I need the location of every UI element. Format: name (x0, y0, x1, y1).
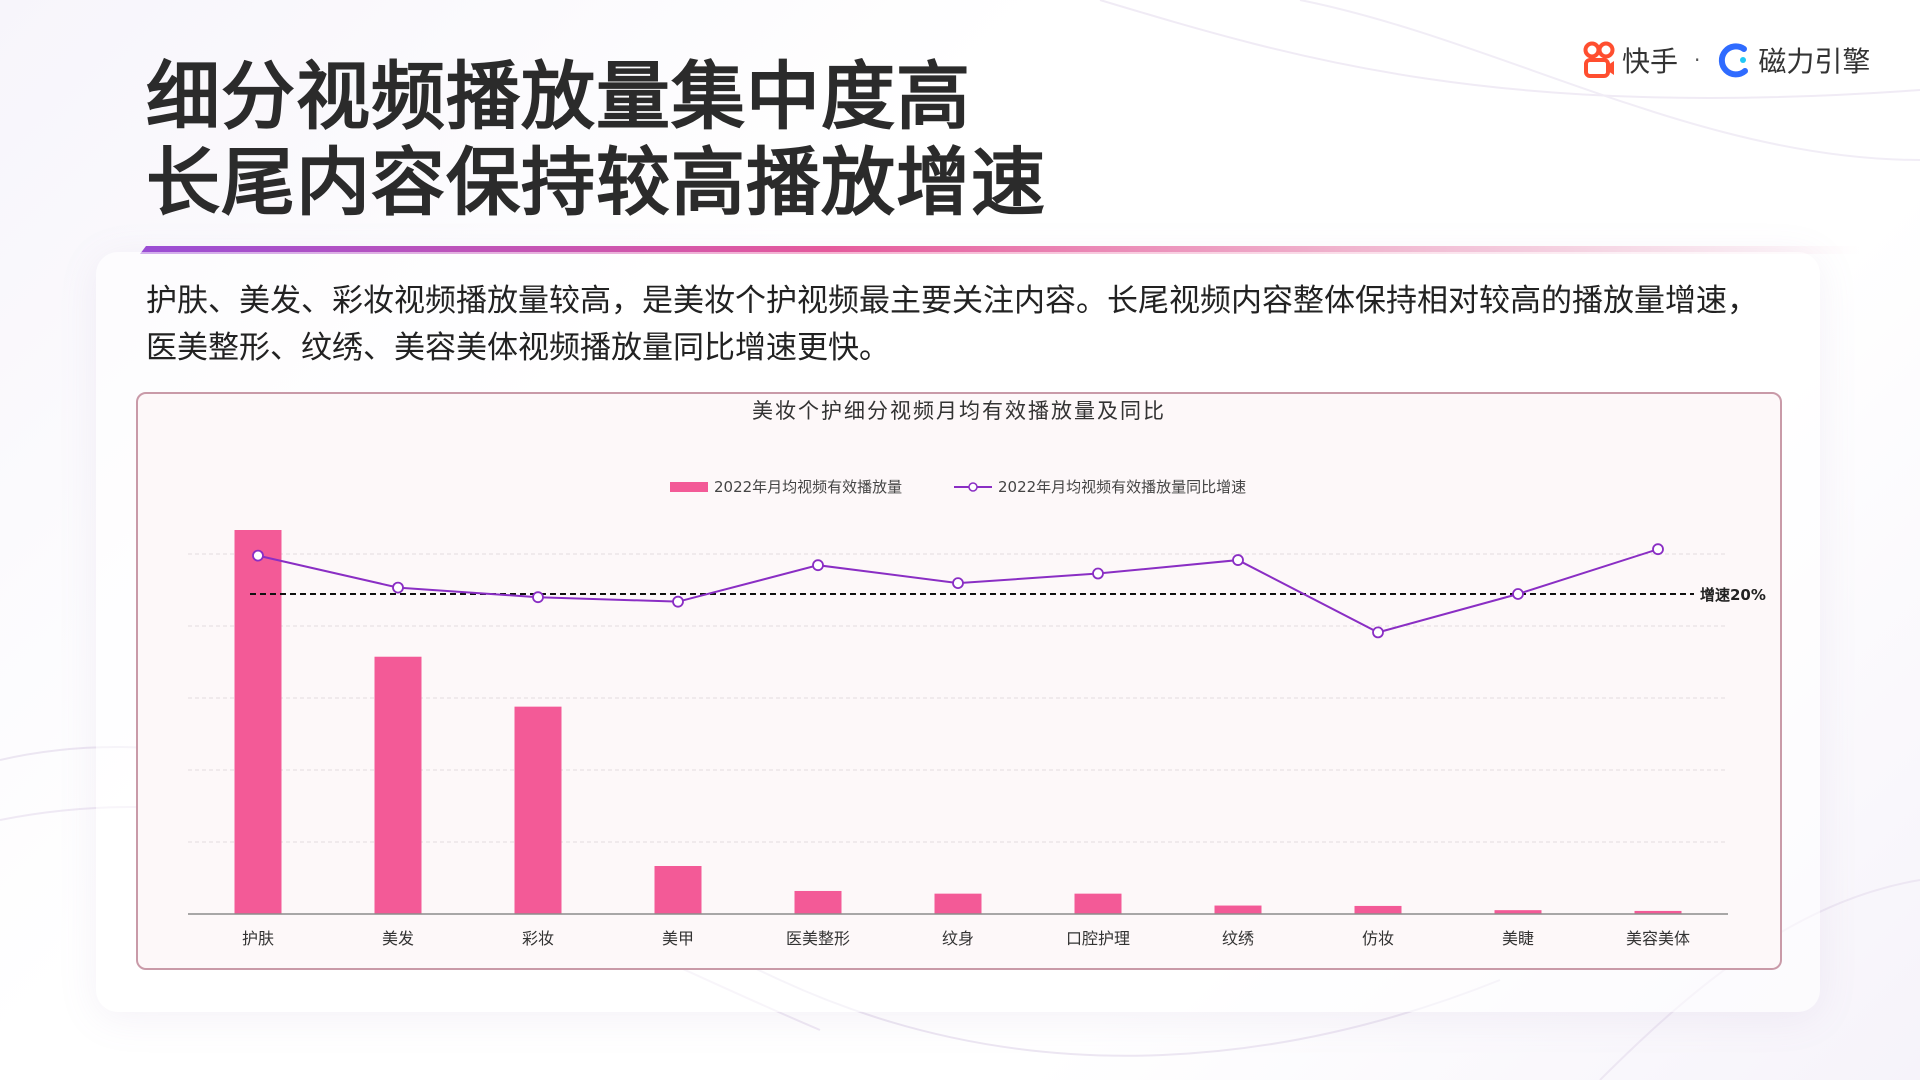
growth-point-4 (812, 559, 824, 572)
description-line-1: 护肤、美发、彩妆视频播放量较高，是美妆个护视频最主要关注内容。长尾视频内容整体保… (146, 283, 1758, 319)
bar-1 (374, 656, 422, 914)
growth-point-3 (672, 595, 684, 608)
growth-point-1 (392, 581, 404, 594)
category-label: 美容美体 (1626, 929, 1690, 948)
kuaishou-logo-icon (1583, 41, 1615, 78)
bar-9 (1494, 910, 1542, 914)
category-label: 医美整形 (786, 929, 850, 948)
growth-point-5 (952, 577, 964, 590)
bar-10 (1634, 910, 1682, 914)
category-label: 纹绣 (1222, 929, 1254, 948)
growth-point-9 (1512, 588, 1524, 600)
growth-point-7 (1232, 554, 1244, 566)
growth-point-8 (1372, 626, 1384, 639)
legend-line-marker (968, 482, 978, 492)
bar-2 (514, 706, 562, 914)
page-title-line-1: 细分视频播放量集中度高 (146, 54, 971, 140)
category-label: 彩妆 (522, 929, 554, 948)
bar-6 (1074, 893, 1122, 914)
bar-7 (1214, 905, 1262, 914)
bar-3 (654, 866, 702, 914)
logo-product-text: 磁力引擎 (1758, 45, 1871, 78)
chart-panel: 美妆个护细分视频月均有效播放量及同比 2022年月均视频有效播放量 2022年月均视… (136, 392, 1782, 970)
reference-line-label: 增速20% (1700, 586, 1766, 604)
logo-brand-text: 快手 (1622, 45, 1679, 78)
growth-point-2 (532, 591, 544, 604)
page-title-line-2: 长尾内容保持较高播放增速 (146, 140, 1046, 226)
logo-separator: · (1694, 48, 1701, 72)
bar-0 (234, 530, 282, 914)
brand-logo: 快手 · 磁力引擎 (1582, 38, 1870, 82)
growth-point-10 (1652, 543, 1664, 556)
growth-point-6 (1092, 567, 1104, 580)
chart-title: 美妆个护细分视频月均有效播放量及同比 (752, 399, 1166, 423)
category-label: 纹身 (942, 929, 974, 948)
category-label: 口腔护理 (1066, 929, 1130, 948)
page-title: 细分视频播放量集中度高 长尾内容保持较高播放增速 (146, 54, 1046, 226)
description-text: 护肤、美发、彩妆视频播放量较高，是美妆个护视频最主要关注内容。长尾视频内容整体保… (146, 278, 1806, 372)
bar-5 (934, 893, 982, 914)
category-label: 美发 (382, 929, 414, 948)
growth-point-0 (252, 549, 264, 562)
title-underline-bar (140, 246, 1860, 254)
category-label: 美甲 (662, 929, 694, 948)
legend-bar-label: 2022年月均视频有效播放量 (714, 478, 902, 496)
legend-bar-swatch (670, 482, 708, 492)
cili-engine-logo-icon (1719, 43, 1749, 78)
growth-line (257, 548, 1659, 634)
category-label: 仿妆 (1362, 929, 1394, 948)
legend-line-label: 2022年月均视频有效播放量同比增速 (998, 478, 1246, 496)
bar-8 (1354, 905, 1402, 914)
bar-4 (794, 890, 842, 914)
category-label: 美睫 (1502, 929, 1534, 948)
category-label: 护肤 (242, 929, 274, 948)
description-line-2: 医美整形、纹绣、美容美体视频播放量同比增速更快。 (146, 330, 890, 366)
combo-chart: 美妆个护细分视频月均有效播放量及同比 2022年月均视频有效播放量 2022年月均视… (188, 399, 1766, 948)
